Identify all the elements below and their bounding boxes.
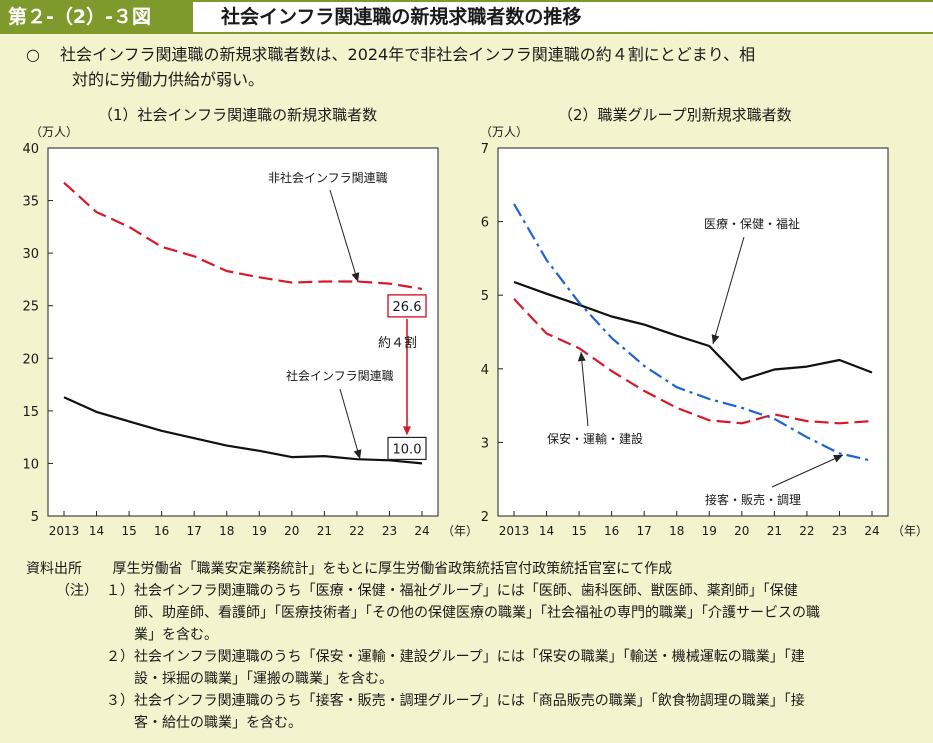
chart1-title: （1）社会インフラ関連職の新規求職者数 [98, 106, 378, 124]
x-tick-label: 23 [382, 524, 397, 538]
x-tick-label: 2013 [49, 524, 80, 538]
x-tick-label: 16 [154, 524, 169, 538]
x-tick-label: 22 [799, 524, 814, 538]
y-tick-label: 15 [22, 405, 39, 420]
note-line: 社会インフラ関連職のうち「保安・運輸・建設グループ」には「保安の職業」「輸送・機… [134, 649, 805, 665]
x-tick-label: 24 [414, 524, 429, 538]
x-tick-label: 14 [89, 524, 104, 538]
leader-service-head [833, 455, 843, 463]
y-tick-label: 3 [481, 436, 489, 451]
end-value-box-low [387, 436, 427, 461]
series-line-1 [63, 396, 423, 465]
leader-non-infra [329, 189, 359, 283]
x-tick-label: 15 [121, 524, 136, 538]
figure-number: 第２-（2）-３図 [0, 0, 193, 34]
note-label: （注） [56, 583, 98, 599]
x-tick-label: 20 [734, 524, 749, 538]
end-value-label-high: 26.6 [393, 300, 422, 315]
series-line-2 [513, 203, 873, 462]
source-row: 資料出所 厚生労働省「職業安定業務統計」をもとに厚生労働省政策統括官付政策統括官… [26, 558, 916, 580]
note-line: 業」を含む。 [134, 627, 218, 643]
note-line: 客・給仕の職業」を含む。 [134, 715, 302, 731]
summary: ○ 社会インフラ関連職の新規求職者数は、2024年で非社会インフラ関連職の約４割… [26, 42, 912, 92]
summary-line-2: 対的に労働力供給が弱い。 [72, 70, 265, 89]
x-tick-label: 21 [317, 524, 332, 538]
leader-infra [339, 388, 361, 460]
figure-title: 社会インフラ関連職の新規求職者数の推移 [193, 0, 933, 34]
x-tick-label: 15 [571, 524, 586, 538]
note-line: 社会インフラ関連職のうち「接客・販売・調理グループ」には「商品販売の職業」「飲食… [134, 693, 805, 709]
series-label-non-infra: 非社会インフラ関連職 [268, 170, 388, 185]
y-tick-label: 10 [22, 457, 39, 472]
y-tick-label: 2 [481, 510, 489, 525]
x-axis-unit-label: （年） [442, 524, 478, 538]
x-tick-label: 18 [219, 524, 234, 538]
note-number: １） [106, 583, 134, 599]
end-value-label-low: 10.0 [393, 442, 422, 457]
series-label-infra: 社会インフラ関連職 [286, 368, 394, 383]
leader-infra-head [353, 449, 362, 459]
y-tick-label: 35 [22, 195, 39, 210]
x-tick-label: 14 [539, 524, 554, 538]
x-tick-label: 24 [864, 524, 879, 538]
end-value-box-high [387, 294, 427, 318]
note-number: ３） [106, 693, 134, 709]
x-tick-label: 17 [187, 524, 202, 538]
y-tick-label: 25 [22, 300, 39, 315]
x-tick-label: 20 [284, 524, 299, 538]
leader-security-head [577, 352, 586, 362]
plot-area [47, 147, 439, 517]
leader-medical [712, 236, 745, 345]
ratio-label: 約４割 [378, 335, 417, 351]
y-tick-label: 30 [22, 247, 39, 262]
leader-security [580, 351, 589, 427]
note-number: ２） [106, 649, 134, 665]
source-text: 厚生労働省「職業安定業務統計」をもとに厚生労働省政策統括官付政策統括官室にて作成 [112, 561, 673, 577]
leader-non-infra-head [351, 272, 360, 282]
x-tick-label: 23 [832, 524, 847, 538]
note-line: 師、助産師、看護師」「医療技術者」「その他の保健医療の職業」「社会福祉の専門的職… [134, 605, 820, 621]
x-axis-unit-label: （年） [892, 524, 928, 538]
y-axis-unit-label: （万人） [30, 125, 78, 139]
notes: 資料出所 厚生労働省「職業安定業務統計」をもとに厚生労働省政策統括官付政策統括官… [26, 558, 916, 734]
summary-line-1: 社会インフラ関連職の新規求職者数は、2024年で非社会インフラ関連職の約４割にと… [60, 45, 756, 64]
note-line: 社会インフラ関連職のうち「医療・保健・福祉グループ」には「医師、歯科医師、獣医師… [134, 583, 798, 599]
x-tick-label: 17 [637, 524, 652, 538]
y-tick-label: 6 [481, 216, 489, 231]
note-row-2: ２） 社会インフラ関連職のうち「保安・運輸・建設グループ」には「保安の職業」「輸… [26, 646, 916, 668]
series-label-security: 保安・運輸・建設 [547, 431, 643, 446]
y-tick-label: 7 [481, 142, 489, 157]
ratio-arrow-head [403, 426, 411, 436]
note-row-3: ３） 社会インフラ関連職のうち「接客・販売・調理グループ」には「商品販売の職業」… [26, 690, 916, 712]
chart2-title: （2）職業グループ別新規求職者数 [558, 106, 792, 124]
leader-medical-head [711, 334, 720, 344]
source-label: 資料出所 [26, 561, 82, 577]
plot-area [497, 147, 889, 517]
x-tick-label: 16 [604, 524, 619, 538]
summary-bullet: ○ [26, 45, 40, 64]
x-tick-label: 19 [702, 524, 717, 538]
x-tick-label: 22 [349, 524, 364, 538]
note-line: 設・採掘の職業」「運搬の職業」を含む。 [134, 671, 393, 687]
y-tick-label: 4 [481, 363, 489, 378]
leader-service [771, 454, 844, 488]
series-label-service: 接客・販売・調理 [705, 492, 801, 507]
note-row-1: （注） １） 社会インフラ関連職のうち「医療・保健・福祉グループ」には「医師、歯… [26, 580, 916, 602]
y-axis-unit-label: （万人） [480, 125, 528, 139]
x-tick-label: 18 [669, 524, 684, 538]
x-tick-label: 19 [252, 524, 267, 538]
x-tick-label: 2013 [499, 524, 530, 538]
series-line-0 [63, 181, 423, 290]
series-label-medical: 医療・保健・福祉 [704, 216, 800, 231]
y-tick-label: 5 [481, 289, 489, 304]
series-line-0 [513, 280, 873, 381]
x-tick-label: 21 [767, 524, 782, 538]
figure-header: 第２-（2）-３図 社会インフラ関連職の新規求職者数の推移 [0, 0, 933, 34]
y-tick-label: 5 [31, 510, 39, 525]
y-tick-label: 40 [22, 142, 39, 157]
y-tick-label: 20 [22, 352, 39, 367]
